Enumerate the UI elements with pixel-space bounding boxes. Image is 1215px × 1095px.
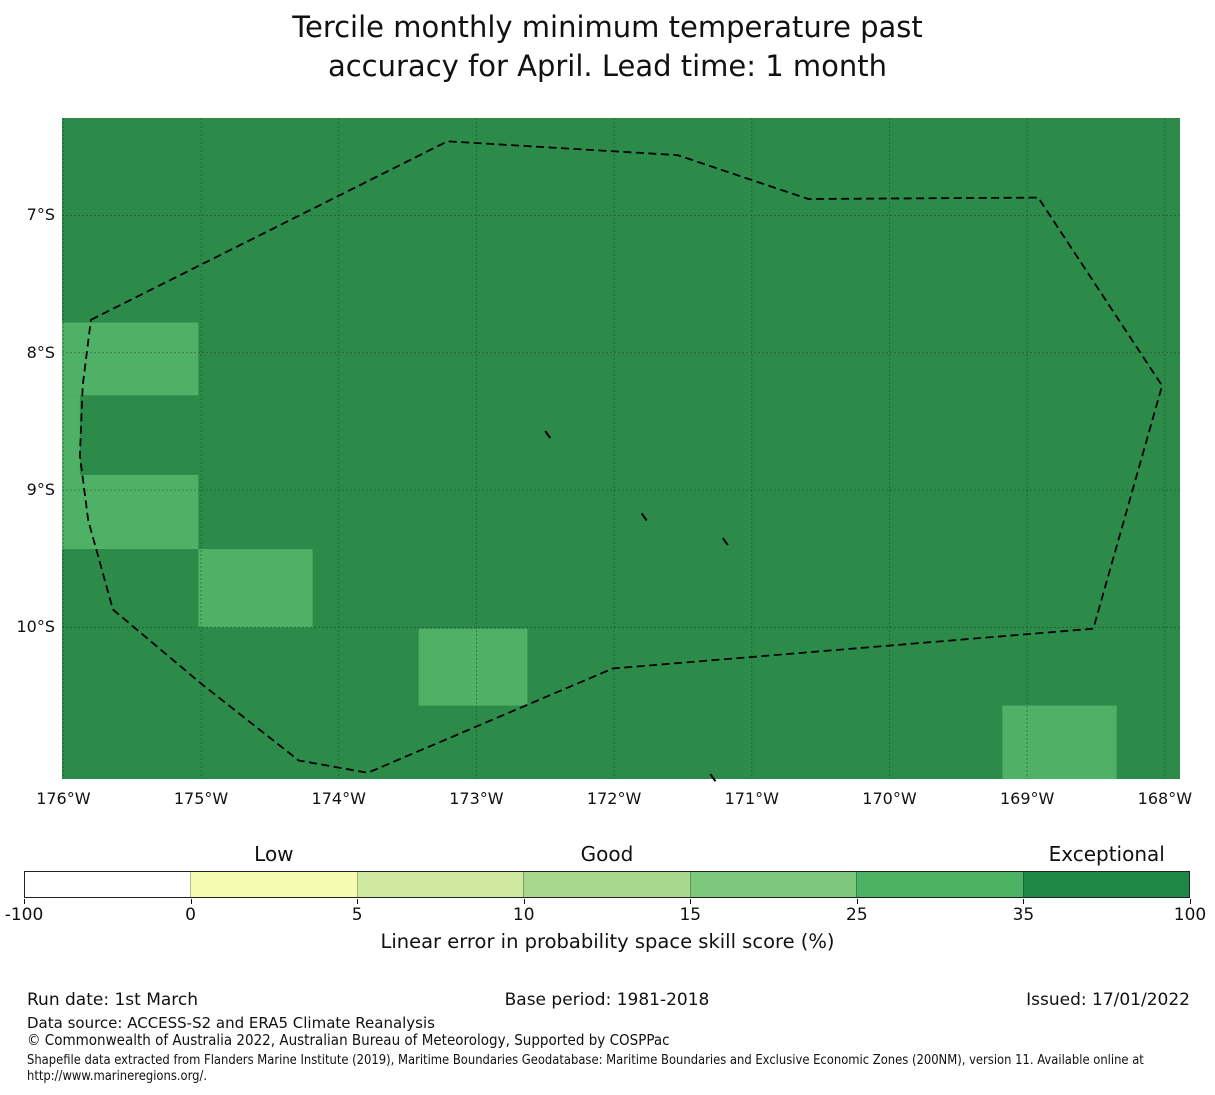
colorbar-segment xyxy=(25,872,191,897)
colorbar-tick-label: 0 xyxy=(185,905,196,925)
colorbar-tick-label: 10 xyxy=(512,905,535,925)
x-tick-label: 170°W xyxy=(862,789,917,808)
chart-title-line1: Tercile monthly minimum temperature past xyxy=(292,10,923,44)
map-cell xyxy=(62,395,80,475)
colorbar-tick xyxy=(690,899,692,904)
colorbar-segment xyxy=(523,872,690,897)
colorbar-tick-label: 100 xyxy=(1173,905,1207,925)
chart-title: Tercile monthly minimum temperature past… xyxy=(0,8,1215,86)
y-tick-label: 9°S xyxy=(26,480,55,500)
footer-copyright: © Commonwealth of Australia 2022, Austra… xyxy=(27,1031,670,1049)
island-mark xyxy=(544,430,552,439)
island-mark xyxy=(722,537,729,546)
x-tick-label: 171°W xyxy=(724,789,779,808)
colorbar-axis-label: Linear error in probability space skill … xyxy=(380,930,835,953)
colorbar-tick-label: 25 xyxy=(846,905,868,925)
colorbar-tick-label: 35 xyxy=(1012,905,1035,925)
x-tick-label: 176°W xyxy=(36,789,91,808)
colorbar-segment xyxy=(856,872,1023,897)
colorbar-tick xyxy=(1023,899,1025,904)
map-cell xyxy=(198,549,313,628)
colorbar-segment xyxy=(190,872,357,897)
x-tick-label: 174°W xyxy=(311,789,366,808)
colorbar-segment xyxy=(689,872,857,897)
x-tick-label: 175°W xyxy=(173,789,229,808)
x-tick-label: 173°W xyxy=(449,789,504,808)
map-cell xyxy=(62,474,199,550)
footer-data-source: Data source: ACCESS-S2 and ERA5 Climate … xyxy=(27,1014,435,1032)
footer-shapefile-note: Shapefile data extracted from Flanders M… xyxy=(27,1053,1144,1068)
colorbar-segment xyxy=(356,872,524,897)
colorbar-tick xyxy=(190,899,192,904)
colorbar-tick-label: -100 xyxy=(4,905,44,925)
island-mark xyxy=(640,512,648,521)
colorbar-tick xyxy=(856,899,858,904)
colorbar-tick-label: 5 xyxy=(351,905,363,925)
y-tick-label: 10°S xyxy=(16,617,55,637)
colorbar-tick xyxy=(357,899,359,904)
footer-base-period: Base period: 1981-2018 xyxy=(504,990,710,1010)
footer-shapefile-url: http://www.marineregions.org/. xyxy=(27,1069,208,1084)
colorbar-category-good: Good xyxy=(580,842,634,866)
colorbar-tick xyxy=(24,899,25,904)
map-background xyxy=(62,118,1180,779)
colorbar-tick-label: 15 xyxy=(679,905,702,925)
x-tick-label: 168°W xyxy=(1137,789,1193,808)
x-tick-label: 172°W xyxy=(586,789,642,808)
island-mark xyxy=(709,773,717,782)
map-cell xyxy=(1002,705,1117,779)
colorbar-tick xyxy=(1190,899,1191,904)
colorbar-category-exceptional: Exceptional xyxy=(1048,842,1165,866)
colorbar-segment xyxy=(1022,872,1189,897)
map-cell xyxy=(62,322,199,396)
footer-issued: Issued: 17/01/2022 xyxy=(1026,990,1190,1010)
colorbar-category-low: Low xyxy=(254,842,294,866)
map-cell xyxy=(418,628,528,706)
colorbar-tick xyxy=(523,899,525,904)
eez-boundary xyxy=(79,140,1163,774)
y-tick-label: 7°S xyxy=(26,205,55,225)
footer-run-date: Run date: 1st March xyxy=(27,990,199,1010)
y-tick-label: 8°S xyxy=(26,342,55,362)
colorbar xyxy=(24,871,1190,898)
chart-title-line2: accuracy for April. Lead time: 1 month xyxy=(327,49,888,83)
x-tick-label: 169°W xyxy=(999,789,1055,808)
